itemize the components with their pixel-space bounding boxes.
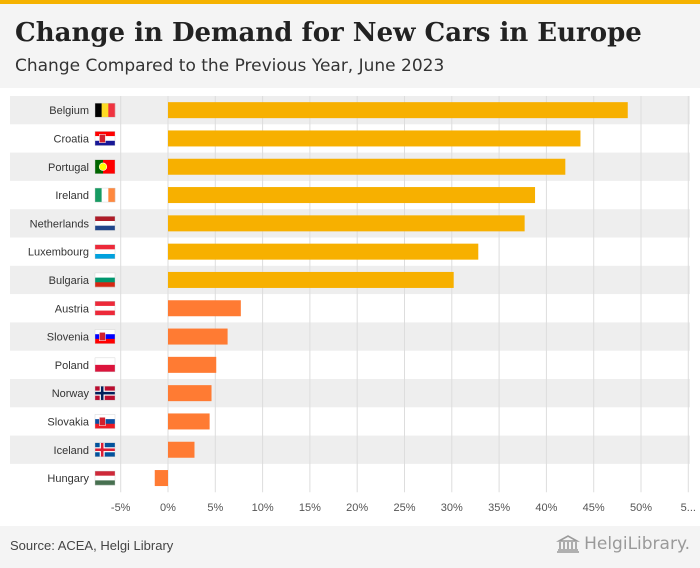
bar-norway (168, 385, 212, 402)
croatia-flag-icon (94, 131, 116, 146)
x-tick-label: 20% (346, 502, 368, 514)
row-band (10, 435, 690, 464)
bar-chart: -5% 0% 5% 10% 15% 20% 25% 30% 35% 40% 45% 50% 5... Be… (10, 96, 696, 514)
x-tick-label: 40% (535, 502, 557, 514)
logo-text: HelgiLibrary. (584, 534, 690, 554)
row-band (10, 322, 690, 351)
bar-luxembourg (168, 243, 479, 260)
category-label-hungary: Hungary (47, 473, 89, 485)
bar-iceland (168, 441, 195, 458)
row-band (10, 379, 690, 408)
bar-poland (168, 356, 217, 373)
poland-flag-icon (94, 357, 116, 373)
bar-portugal (168, 158, 566, 175)
austria-flag-icon (94, 301, 116, 316)
netherlands-flag-icon (94, 216, 116, 231)
category-label-ireland: Ireland (55, 190, 89, 202)
belgium-flag-icon (94, 102, 116, 118)
slovenia-flag-icon (94, 329, 116, 344)
bulgaria-flag-icon (94, 272, 116, 288)
portugal-flag-icon (94, 159, 116, 174)
slovakia-flag-icon (94, 414, 116, 429)
norway-flag-icon (94, 385, 116, 401)
category-label-portugal: Portugal (48, 162, 89, 174)
x-tick-label: 50% (630, 502, 652, 514)
bar-hungary (154, 470, 168, 487)
bar-bulgaria (168, 271, 454, 288)
x-tick-label: -5% (111, 502, 131, 514)
category-label-croatia: Croatia (54, 133, 90, 145)
x-tick-label: 35% (488, 502, 510, 514)
bar-austria (168, 300, 241, 317)
x-tick-label: 15% (299, 502, 321, 514)
category-label-luxembourg: Luxembourg (28, 247, 89, 259)
library-building-icon (556, 535, 581, 553)
category-label-netherlands: Netherlands (30, 218, 90, 230)
x-tick-label: 0% (160, 502, 176, 514)
chart-footer: Source: ACEA, Helgi Library HelgiLibrary… (0, 526, 700, 568)
bar-croatia (168, 130, 581, 147)
category-label-belgium: Belgium (49, 105, 89, 117)
x-tick-label: 5... (681, 502, 696, 514)
chart-title: Change in Demand for New Cars in Europe (15, 18, 642, 48)
x-tick-label: 25% (393, 502, 415, 514)
chart-header: Change in Demand for New Cars in Europe … (0, 4, 700, 88)
category-label-slovenia: Slovenia (47, 332, 90, 344)
x-tick-label: 30% (441, 502, 463, 514)
bar-slovenia (168, 328, 228, 345)
category-label-bulgaria: Bulgaria (49, 275, 90, 287)
x-tick-label: 45% (583, 502, 605, 514)
luxembourg-flag-icon (94, 244, 116, 259)
bar-ireland (168, 187, 536, 204)
source-note: Source: ACEA, Helgi Library (10, 538, 174, 553)
x-tick-label: 10% (252, 502, 274, 514)
bar-slovakia (168, 413, 210, 430)
ireland-flag-icon (94, 187, 116, 203)
bar-netherlands (168, 215, 525, 232)
category-label-austria: Austria (55, 303, 90, 315)
category-label-iceland: Iceland (54, 445, 89, 457)
bar-belgium (168, 102, 628, 119)
category-label-slovakia: Slovakia (47, 416, 89, 428)
accent-bar (0, 0, 700, 4)
category-label-norway: Norway (52, 388, 90, 400)
hungary-flag-icon (94, 470, 116, 486)
category-label-poland: Poland (55, 360, 89, 372)
chart-subtitle: Change Compared to the Previous Year, Ju… (15, 56, 445, 76)
helgi-library-logo: HelgiLibrary. (556, 534, 690, 554)
iceland-flag-icon (94, 442, 116, 457)
x-tick-label: 5% (207, 502, 223, 514)
